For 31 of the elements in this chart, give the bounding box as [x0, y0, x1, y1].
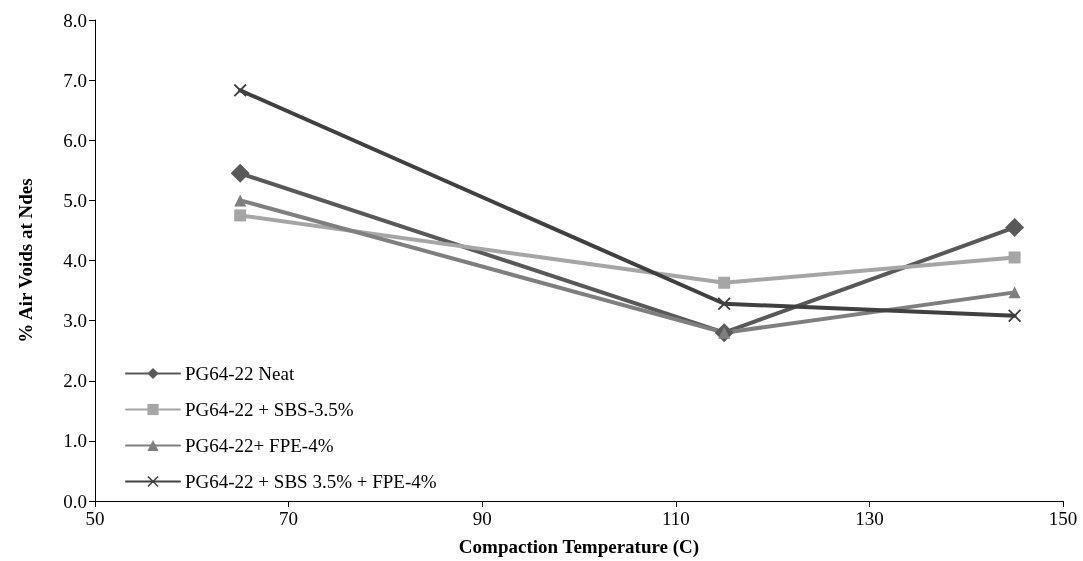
point	[1008, 286, 1021, 299]
y-tick-label: 7.0	[63, 69, 87, 91]
point	[1005, 217, 1025, 237]
y-tick-label: 1.0	[63, 430, 87, 452]
point	[233, 83, 247, 97]
point	[718, 276, 731, 289]
y-tick-label: 8.0	[63, 9, 87, 31]
legend-label: PG64-22+ FPE-4%	[185, 435, 334, 456]
y-tick-label: 4.0	[63, 250, 87, 271]
x-tick-label: 70	[279, 508, 299, 529]
legend-label: PG64-22 + SBS-3.5%	[185, 399, 354, 420]
point	[1008, 251, 1021, 264]
point	[717, 297, 731, 311]
point	[230, 163, 250, 183]
point	[234, 194, 247, 207]
y-tick-label: 0.0	[63, 490, 87, 512]
x-tick-label: 50	[85, 508, 105, 529]
y-tick-label: 5.0	[63, 189, 87, 211]
x-tick-label: 110	[661, 508, 690, 529]
x-axis-title: Compaction Temperature (C)	[458, 536, 700, 558]
x-tick-label: 150	[1048, 508, 1078, 529]
y-tick-label: 6.0	[63, 129, 87, 151]
x-tick-label: 130	[855, 508, 884, 529]
legend-label: PG64-22 + SBS 3.5% + FPE-4%	[185, 471, 437, 492]
point	[1008, 309, 1022, 323]
y-axis-title: % Air Voids at Ndes	[15, 178, 36, 343]
y-tick-label: 2.0	[63, 370, 87, 392]
x-tick-label: 90	[472, 508, 492, 529]
point	[234, 209, 247, 222]
legend-label: PG64-22 Neat	[185, 363, 295, 384]
y-tick-label: 3.0	[63, 310, 87, 332]
